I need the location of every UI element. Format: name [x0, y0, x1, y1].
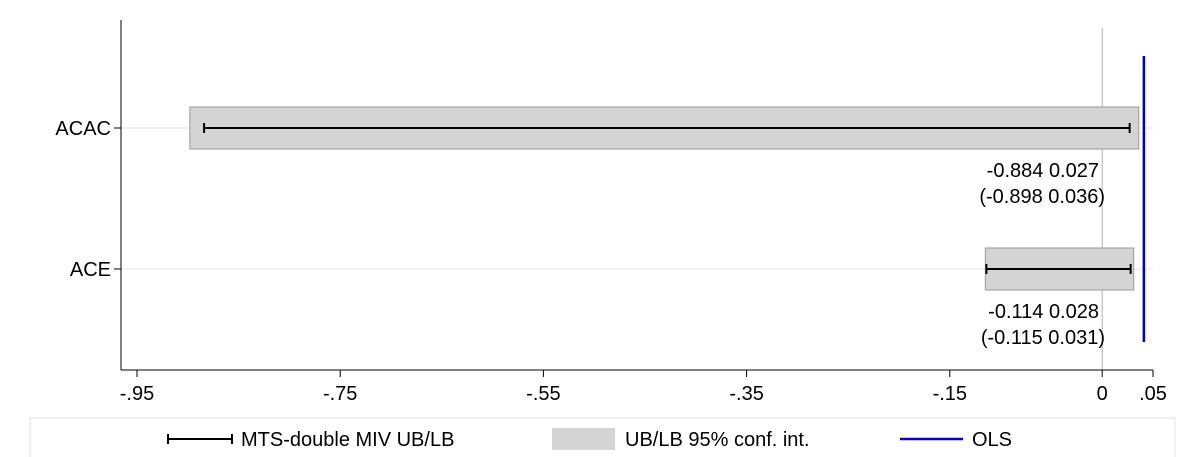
- legend-ci-swatch: [552, 428, 615, 450]
- x-ticks: -.95 -.75 -.55 -.35 -.15 0 .05: [120, 370, 1167, 405]
- y-tick-label-ace: ACE: [70, 259, 111, 281]
- x-tick-label: .05: [1139, 383, 1167, 405]
- legend: MTS-double MIV UB/LB UB/LB 95% conf. int…: [29, 417, 1176, 457]
- y-ticks: ACAC ACE: [55, 118, 121, 281]
- annotation-bounds-ace: -0.114 0.028: [988, 301, 1099, 323]
- x-tick-label: 0: [1097, 383, 1108, 405]
- legend-item-ci: UB/LB 95% conf. int.: [552, 428, 810, 451]
- x-tick-label: -.55: [526, 383, 560, 405]
- annotation-ci-acac: (-0.898 0.036): [979, 186, 1105, 208]
- y-tick-label-acac: ACAC: [55, 118, 111, 140]
- axes: [120, 20, 1153, 371]
- annotation-ci-ace: (-0.115 0.031): [981, 327, 1105, 349]
- annotations: -0.884 0.027 (-0.898 0.036) -0.114 0.028 (-…: [979, 160, 1105, 349]
- legend-ci-label: UB/LB 95% conf. int.: [625, 429, 810, 451]
- legend-bounds-label: MTS-double MIV UB/LB: [241, 429, 454, 451]
- legend-item-bounds: MTS-double MIV UB/LB: [167, 429, 454, 451]
- legend-ols-label: OLS: [972, 429, 1012, 451]
- annotation-bounds-acac: -0.884 0.027: [987, 160, 1099, 182]
- x-tick-label: -.15: [933, 383, 967, 405]
- x-tick-label: -.35: [729, 383, 763, 405]
- legend-item-ols: OLS: [900, 429, 1012, 451]
- bound-intervals: [203, 123, 1132, 274]
- x-tick-label: -.75: [323, 383, 357, 405]
- x-tick-label: -.95: [120, 383, 154, 405]
